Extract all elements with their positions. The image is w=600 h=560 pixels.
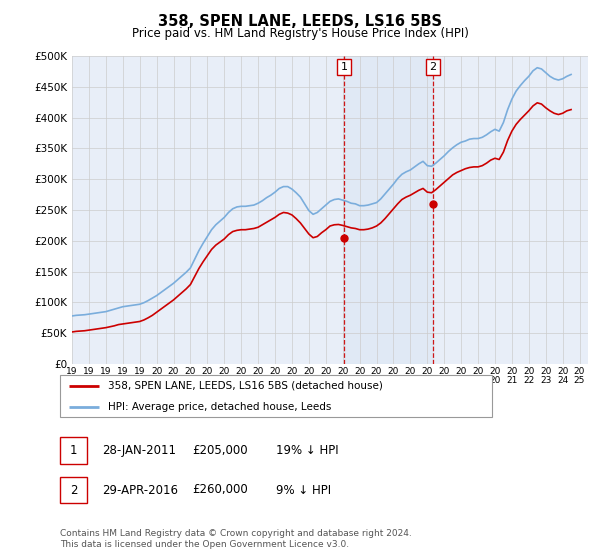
Text: Price paid vs. HM Land Registry's House Price Index (HPI): Price paid vs. HM Land Registry's House …	[131, 27, 469, 40]
Text: 29-APR-2016: 29-APR-2016	[102, 483, 178, 497]
Text: HPI: Average price, detached house, Leeds: HPI: Average price, detached house, Leed…	[107, 402, 331, 412]
Bar	[344, 56, 433, 364]
Text: 9% ↓ HPI: 9% ↓ HPI	[276, 483, 331, 497]
Text: 358, SPEN LANE, LEEDS, LS16 5BS (detached house): 358, SPEN LANE, LEEDS, LS16 5BS (detache…	[107, 381, 382, 391]
Text: 19% ↓ HPI: 19% ↓ HPI	[276, 444, 338, 458]
Text: 2: 2	[429, 62, 436, 72]
Text: £260,000: £260,000	[192, 483, 248, 497]
Text: 358, SPEN LANE, LEEDS, LS16 5BS: 358, SPEN LANE, LEEDS, LS16 5BS	[158, 14, 442, 29]
Text: 28-JAN-2011: 28-JAN-2011	[102, 444, 176, 458]
Text: £205,000: £205,000	[192, 444, 248, 458]
Text: 2: 2	[70, 483, 77, 497]
Text: 1: 1	[70, 444, 77, 458]
FancyBboxPatch shape	[60, 375, 492, 417]
Text: 1: 1	[341, 62, 347, 72]
Text: Contains HM Land Registry data © Crown copyright and database right 2024.
This d: Contains HM Land Registry data © Crown c…	[60, 529, 412, 549]
